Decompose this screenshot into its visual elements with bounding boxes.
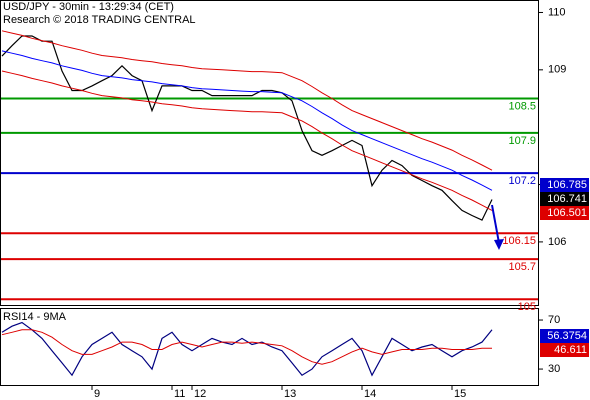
- level-label: 107.9: [508, 135, 536, 147]
- series-line: [1, 50, 493, 191]
- series-line: [1, 35, 493, 221]
- level-label: 107.2: [508, 175, 536, 187]
- level-label: 105: [518, 301, 536, 313]
- forecast-arrow: [491, 204, 500, 244]
- series-line: [1, 329, 492, 365]
- price-tag: [540, 329, 589, 343]
- rsi-title: RSI14 - 9MA: [3, 311, 67, 323]
- forecast-arrow-head: [494, 239, 504, 250]
- y-tick-label: 110: [548, 6, 566, 18]
- level-label: 108.5: [508, 100, 536, 112]
- plot-layer: 108.5107.9107.2106.15105.710511010910710…: [1, 6, 589, 400]
- x-tick-label: 12: [194, 388, 206, 400]
- price-tag: [540, 178, 589, 192]
- price-tag-label: 106.501: [547, 207, 587, 219]
- x-tick-label: 14: [364, 388, 376, 400]
- level-label: 105.7: [508, 261, 536, 273]
- y-tick-label: 70: [548, 314, 560, 326]
- x-tick-label: 11: [174, 388, 185, 400]
- level-label: 106.15: [502, 235, 536, 247]
- price-tag-label: 106.741: [547, 193, 587, 205]
- chart-title: USD/JPY - 30min - 13:29:34 (CET): [3, 1, 174, 13]
- x-tick-label: 13: [284, 388, 296, 400]
- y-tick-label: 106: [548, 236, 566, 248]
- y-tick-label: 30: [548, 363, 560, 375]
- series-line: [1, 70, 493, 211]
- price-tag-label: 46.611: [554, 344, 587, 356]
- x-tick-label: 15: [454, 388, 466, 400]
- price-tag-label: 106.785: [547, 179, 587, 191]
- price-tag: [540, 206, 589, 220]
- price-tag-label: 56.3754: [547, 330, 587, 342]
- price-tag: [540, 343, 589, 357]
- x-tick-label: 9: [94, 388, 100, 400]
- chart-subtitle: Research © 2018 TRADING CENTRAL: [3, 14, 196, 26]
- series-line: [1, 30, 493, 171]
- rsi-frame: [0, 308, 539, 386]
- series-line: [1, 321, 493, 377]
- price-tag: [540, 192, 589, 206]
- price-frame: [0, 0, 539, 306]
- y-tick-label: 109: [548, 64, 566, 76]
